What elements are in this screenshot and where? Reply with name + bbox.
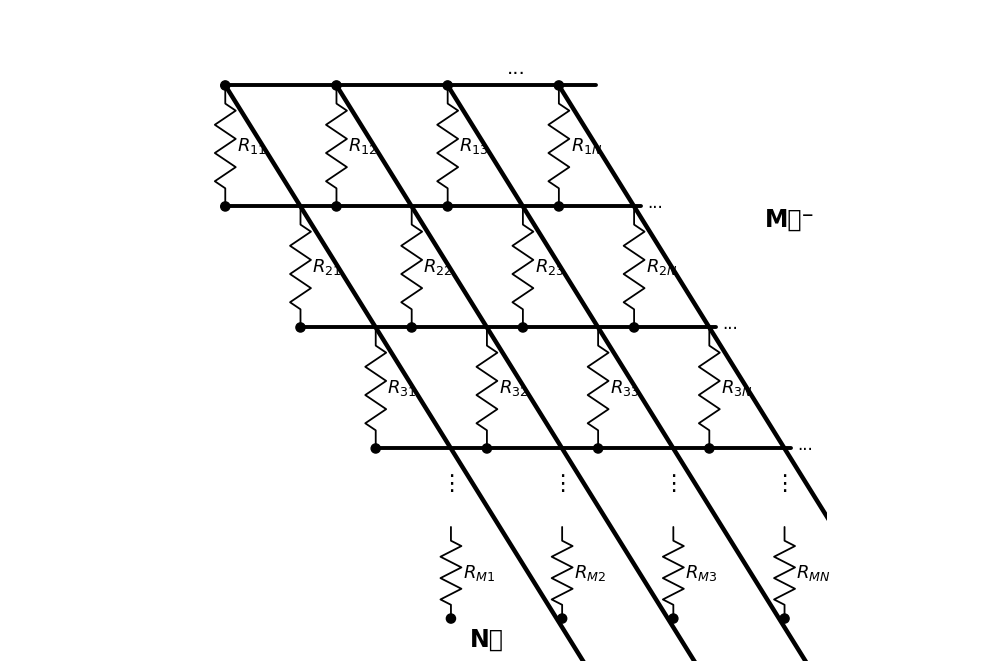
Text: ⋮: ⋮	[440, 474, 462, 494]
Text: $\mathit{R_{3N}}$: $\mathit{R_{3N}}$	[721, 378, 753, 398]
Text: $\mathit{R_{13}}$: $\mathit{R_{13}}$	[459, 136, 489, 156]
Circle shape	[221, 81, 230, 90]
Circle shape	[371, 444, 380, 453]
Text: $\mathit{R_{M2}}$: $\mathit{R_{M2}}$	[574, 562, 606, 582]
Text: $\mathit{R_{12}}$: $\mathit{R_{12}}$	[348, 136, 378, 156]
Text: ⋮: ⋮	[773, 474, 796, 494]
Circle shape	[407, 323, 416, 332]
Circle shape	[554, 81, 563, 90]
Text: ⋮: ⋮	[662, 474, 684, 494]
Circle shape	[446, 614, 456, 623]
Text: $\mathit{R_{11}}$: $\mathit{R_{11}}$	[237, 136, 266, 156]
Text: $\mathit{R_{2N}}$: $\mathit{R_{2N}}$	[646, 257, 677, 277]
Circle shape	[332, 202, 341, 211]
Circle shape	[443, 81, 452, 90]
Text: ⋮: ⋮	[551, 474, 573, 494]
Text: ...: ...	[507, 59, 526, 77]
Text: ...: ...	[798, 436, 813, 454]
Circle shape	[221, 202, 230, 211]
Circle shape	[332, 81, 341, 90]
Text: $\mathit{R_{22}}$: $\mathit{R_{22}}$	[423, 257, 453, 277]
Text: $\mathit{R_{MN}}$: $\mathit{R_{MN}}$	[796, 562, 831, 582]
Text: ...: ...	[647, 194, 663, 212]
Circle shape	[780, 614, 789, 623]
Text: $\mathit{R_{21}}$: $\mathit{R_{21}}$	[312, 257, 342, 277]
Circle shape	[669, 614, 678, 623]
Text: $\mathit{R_{M1}}$: $\mathit{R_{M1}}$	[463, 562, 495, 582]
Circle shape	[518, 323, 527, 332]
Text: $\mathit{R_{32}}$: $\mathit{R_{32}}$	[499, 378, 528, 398]
Text: N列: N列	[470, 628, 504, 652]
Text: M行⁻: M行⁻	[765, 208, 815, 232]
Circle shape	[482, 444, 491, 453]
Circle shape	[296, 323, 305, 332]
Text: $\mathit{R_{23}}$: $\mathit{R_{23}}$	[535, 257, 564, 277]
Text: $\mathit{R_{31}}$: $\mathit{R_{31}}$	[387, 378, 417, 398]
Circle shape	[630, 323, 639, 332]
Circle shape	[554, 202, 563, 211]
Circle shape	[558, 614, 567, 623]
Circle shape	[705, 444, 714, 453]
Text: $\mathit{R_{M3}}$: $\mathit{R_{M3}}$	[685, 562, 717, 582]
Text: ...: ...	[722, 315, 738, 333]
Text: $\mathit{R_{1N}}$: $\mathit{R_{1N}}$	[571, 136, 602, 156]
Circle shape	[594, 444, 603, 453]
Text: $\mathit{R_{33}}$: $\mathit{R_{33}}$	[610, 378, 639, 398]
Circle shape	[443, 202, 452, 211]
